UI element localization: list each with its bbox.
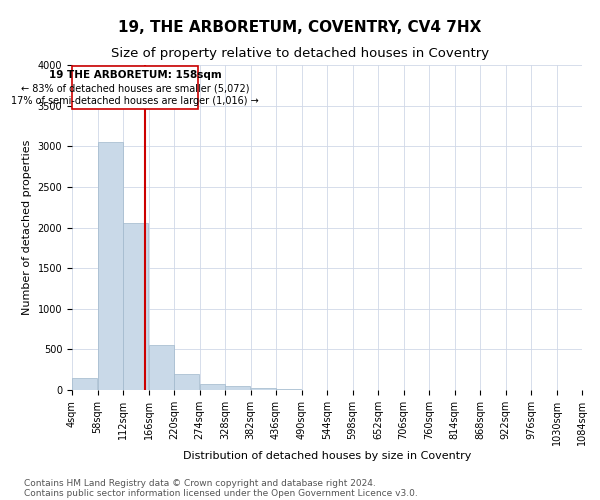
Text: Size of property relative to detached houses in Coventry: Size of property relative to detached ho… xyxy=(111,48,489,60)
X-axis label: Distribution of detached houses by size in Coventry: Distribution of detached houses by size … xyxy=(183,450,471,460)
Bar xyxy=(98,142,123,390)
Text: 17% of semi-detached houses are larger (1,016) →: 17% of semi-detached houses are larger (… xyxy=(11,96,259,106)
Text: ← 83% of detached houses are smaller (5,072): ← 83% of detached houses are smaller (5,… xyxy=(21,84,250,94)
Bar xyxy=(123,224,148,390)
Bar xyxy=(174,374,199,390)
Bar xyxy=(200,384,225,390)
Text: Contains HM Land Registry data © Crown copyright and database right 2024.: Contains HM Land Registry data © Crown c… xyxy=(24,478,376,488)
Bar xyxy=(276,389,301,390)
Text: 19 THE ARBORETUM: 158sqm: 19 THE ARBORETUM: 158sqm xyxy=(49,70,221,81)
Text: Contains public sector information licensed under the Open Government Licence v3: Contains public sector information licen… xyxy=(24,488,418,498)
Bar xyxy=(251,388,276,390)
Text: 19, THE ARBORETUM, COVENTRY, CV4 7HX: 19, THE ARBORETUM, COVENTRY, CV4 7HX xyxy=(118,20,482,35)
Bar xyxy=(149,346,174,390)
Bar xyxy=(73,66,198,109)
Y-axis label: Number of detached properties: Number of detached properties xyxy=(22,140,32,315)
Bar xyxy=(225,386,250,390)
Bar xyxy=(72,378,97,390)
